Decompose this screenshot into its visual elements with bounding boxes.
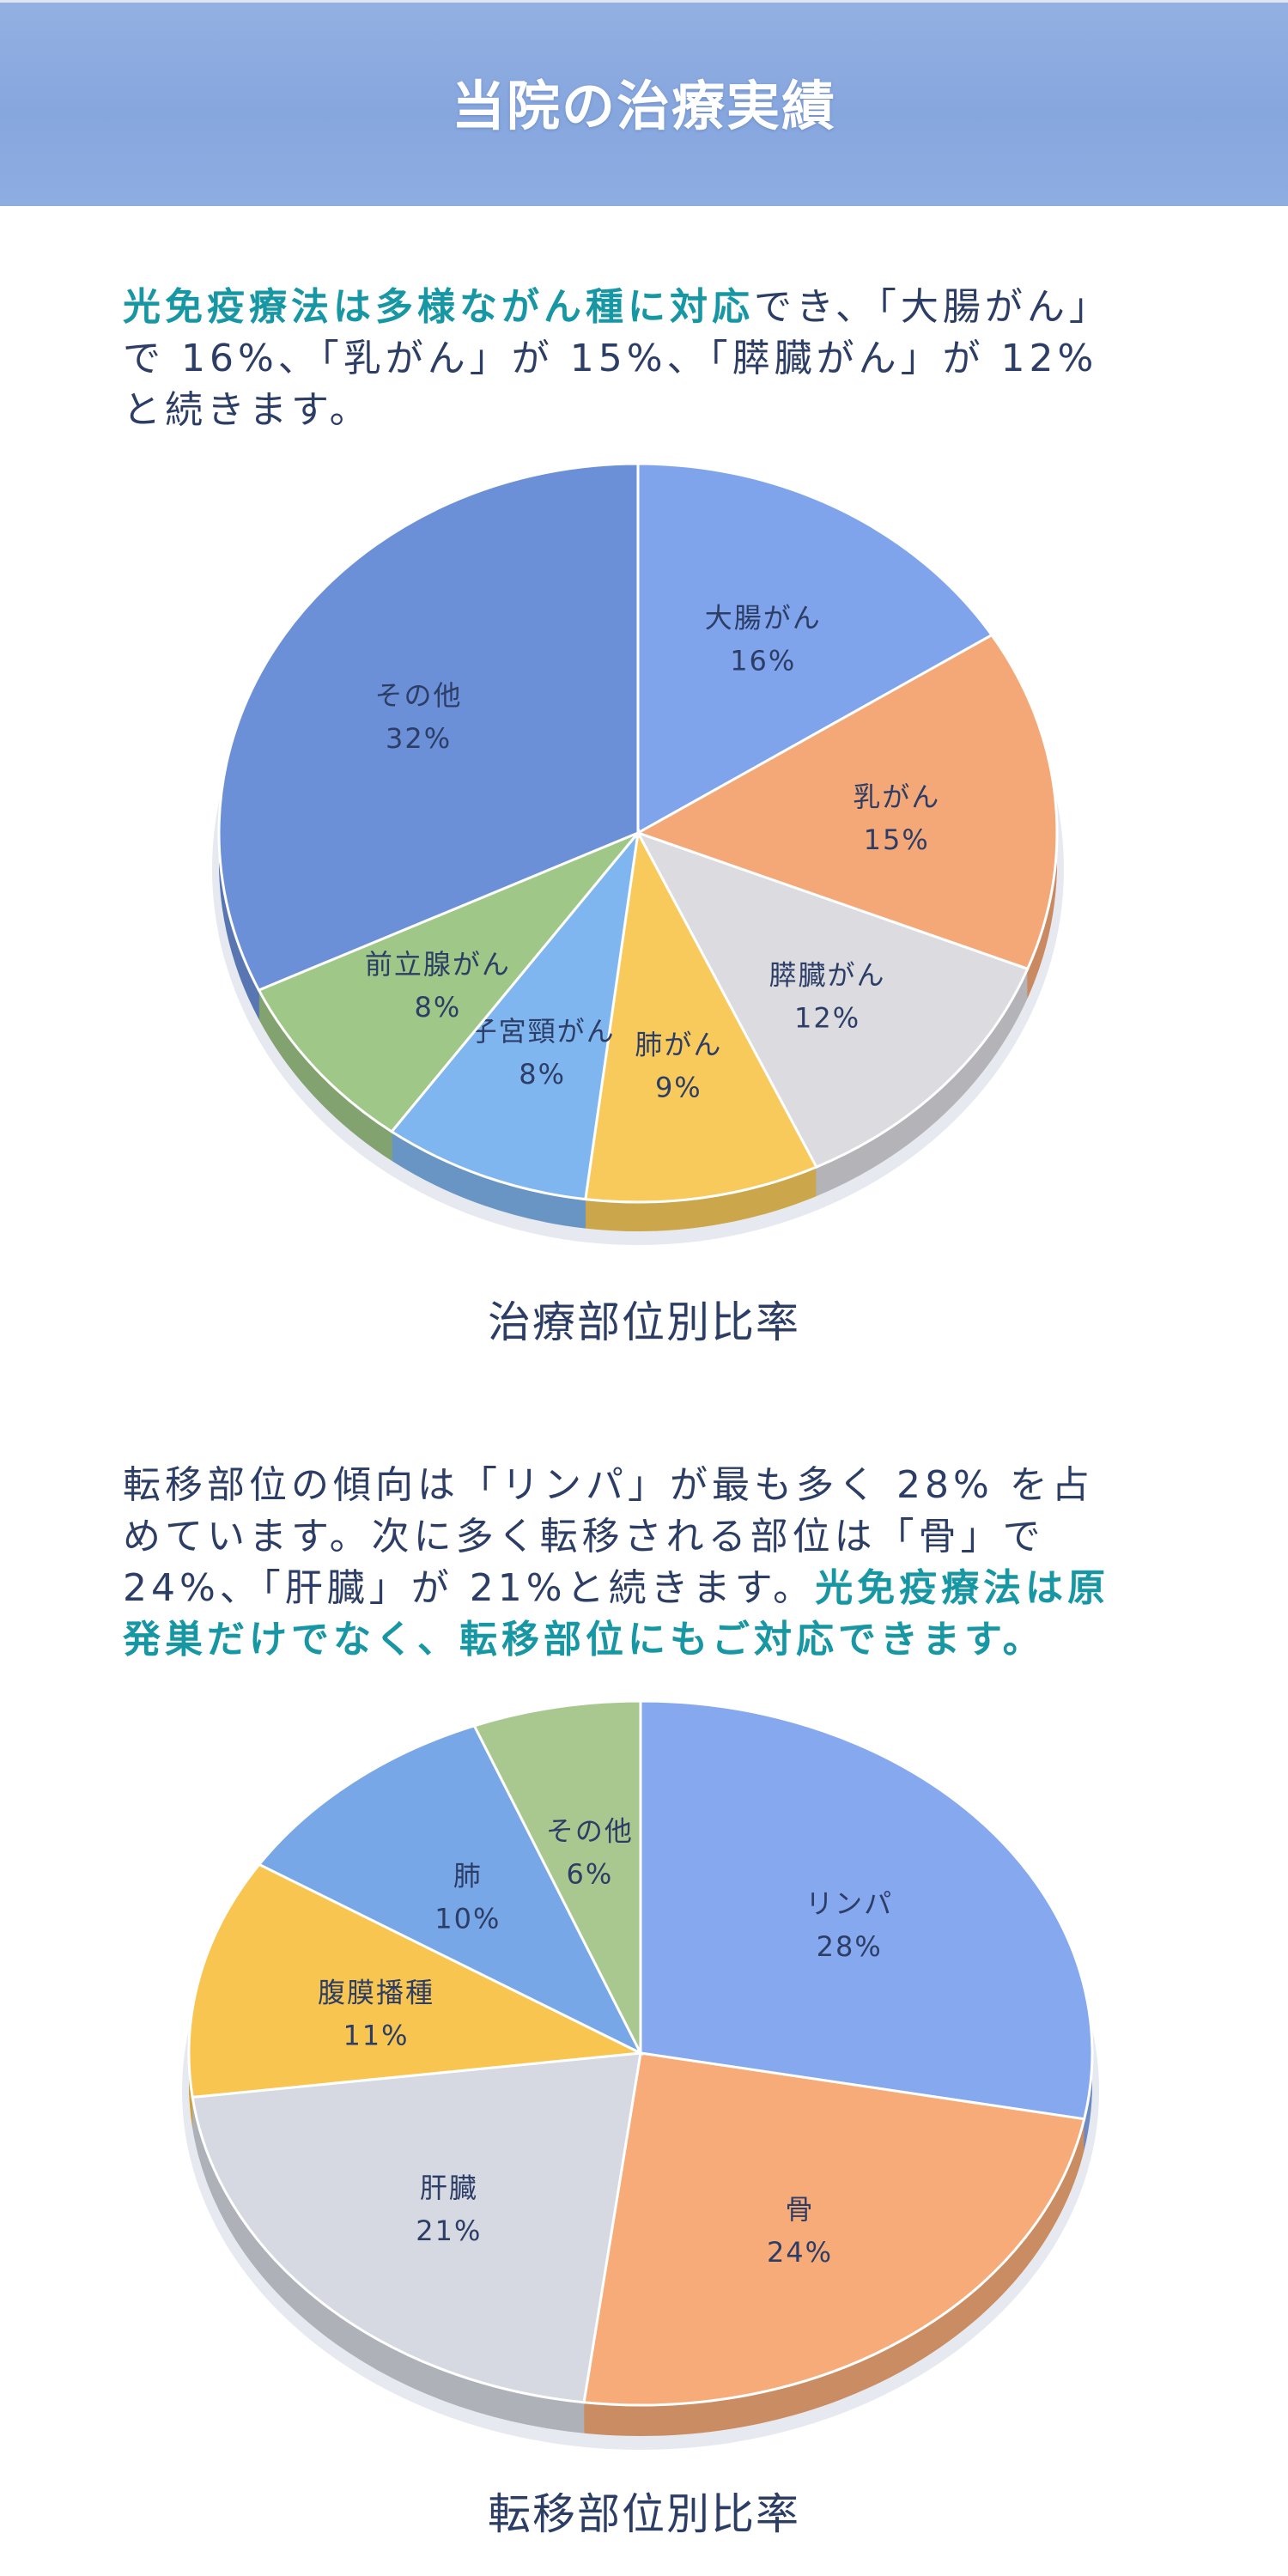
slice-label: 乳がん	[853, 781, 940, 813]
slice-value-label: 24%	[767, 2236, 833, 2269]
slice-value-label: 12%	[794, 1002, 860, 1035]
intro-paragraph-metastasis: 転移部位の傾向は「リンパ」が最も多く 28% を占 めています。次に多く転移される…	[123, 1460, 1109, 1666]
slice-label: 肝臓	[420, 2172, 478, 2204]
highlight-text: 発巣だけでなく、転移部位にもご対応できます。	[123, 1618, 1045, 1662]
pie-chart-treatment-sites: 大腸がん 16% 乳がん 15% 膵臓がん 12% 肺がん 9% 子宮頸がん 8% 前立腺がん 8% そ…	[212, 462, 1064, 1245]
paragraph-line: 光免疫療法は多様ながん種に対応でき、「大腸がん」	[123, 282, 1111, 333]
slice-value-label: 15%	[864, 823, 930, 856]
pie-slice	[639, 1699, 1094, 2121]
highlight-text: 光免疫療法は多様ながん種に対応	[123, 285, 754, 329]
pie-slice	[635, 633, 1059, 971]
slice-label: リンパ	[805, 1887, 893, 1920]
slice-value-label: 6%	[566, 1857, 613, 1890]
slice-label: 腹膜播種	[318, 1976, 434, 2008]
pie-slice	[191, 2051, 642, 2404]
pie-slice	[636, 462, 994, 835]
pie-slice	[217, 462, 640, 992]
chart-caption-treatment: 治療部位別比率	[488, 1297, 800, 1347]
slice-value-label: 10%	[434, 1902, 501, 1935]
pie-slice	[257, 1723, 644, 2057]
slice-label: 骨	[785, 2193, 814, 2226]
body-text: 転移部位の傾向は「リンパ」が最も多く 28% を占	[123, 1463, 1094, 1507]
slice-value-label: 16%	[730, 644, 796, 677]
highlight-text: 光免疫療法は原	[815, 1566, 1110, 1610]
slice-value-label: 28%	[817, 1930, 883, 1963]
pie-slice	[472, 1699, 642, 2054]
slice-label: 膵臓がん	[769, 959, 886, 992]
pie-slice	[257, 831, 640, 1133]
header-banner: 当院の治療実績	[0, 0, 1288, 206]
page-title: 当院の治療実績	[451, 75, 836, 137]
slice-value-label: 32%	[386, 722, 452, 755]
intro-paragraph-treatment: 光免疫療法は多様ながん種に対応でき、「大腸がん」で 16%、「乳がん」が 15%…	[123, 282, 1111, 436]
slice-value-label: 11%	[343, 2019, 409, 2051]
paragraph-line: で 16%、「乳がん」が 15%、「膵臓がん」が 12%	[123, 333, 1111, 385]
slice-label: 肺	[453, 1859, 483, 1892]
slice-label: 大腸がん	[705, 601, 822, 634]
body-text: めています。次に多く転移される部位は「骨」で	[123, 1515, 1045, 1558]
slice-label: 肺がん	[635, 1028, 722, 1060]
chart-caption-metastasis: 転移部位別比率	[488, 2489, 800, 2539]
slice-label: その他	[546, 1814, 634, 1847]
pie-slice	[635, 830, 1030, 1169]
body-text: で 16%、「乳がん」が 15%、「膵臓がん」が 12%	[123, 337, 1098, 380]
slice-label: その他	[375, 679, 463, 712]
pie-slice	[187, 1862, 646, 2099]
body-text: でき、「大腸がん」	[754, 285, 1111, 329]
pie-chart-metastasis-sites: リンパ 28% 骨 24% 肝臓 21% 腹膜播種 11% 肺 10% その他 6%	[182, 1699, 1099, 2450]
body-text: と続きます。	[123, 388, 372, 432]
slice-label: 前立腺がん	[365, 948, 511, 981]
body-text: 24%、「肝臓」が 21%と続きます。	[123, 1566, 816, 1610]
pie-slice	[582, 2051, 1086, 2407]
paragraph-line: めています。次に多く転移される部位は「骨」で	[123, 1511, 1109, 1563]
pie-slice	[584, 829, 818, 1204]
slice-value-label: 8%	[414, 991, 461, 1024]
paragraph-line: 24%、「肝臓」が 21%と続きます。光免疫療法は原	[123, 1563, 1109, 1614]
pie-slice	[389, 828, 641, 1201]
slice-value-label: 9%	[655, 1071, 702, 1103]
slice-value-label: 8%	[519, 1058, 566, 1091]
paragraph-line: 転移部位の傾向は「リンパ」が最も多く 28% を占	[123, 1460, 1109, 1511]
slice-value-label: 21%	[416, 2215, 482, 2247]
slice-label: 子宮頸がん	[470, 1015, 616, 1048]
paragraph-line: 発巣だけでなく、転移部位にもご対応できます。	[123, 1614, 1109, 1666]
paragraph-line: と続きます。	[123, 385, 1111, 436]
